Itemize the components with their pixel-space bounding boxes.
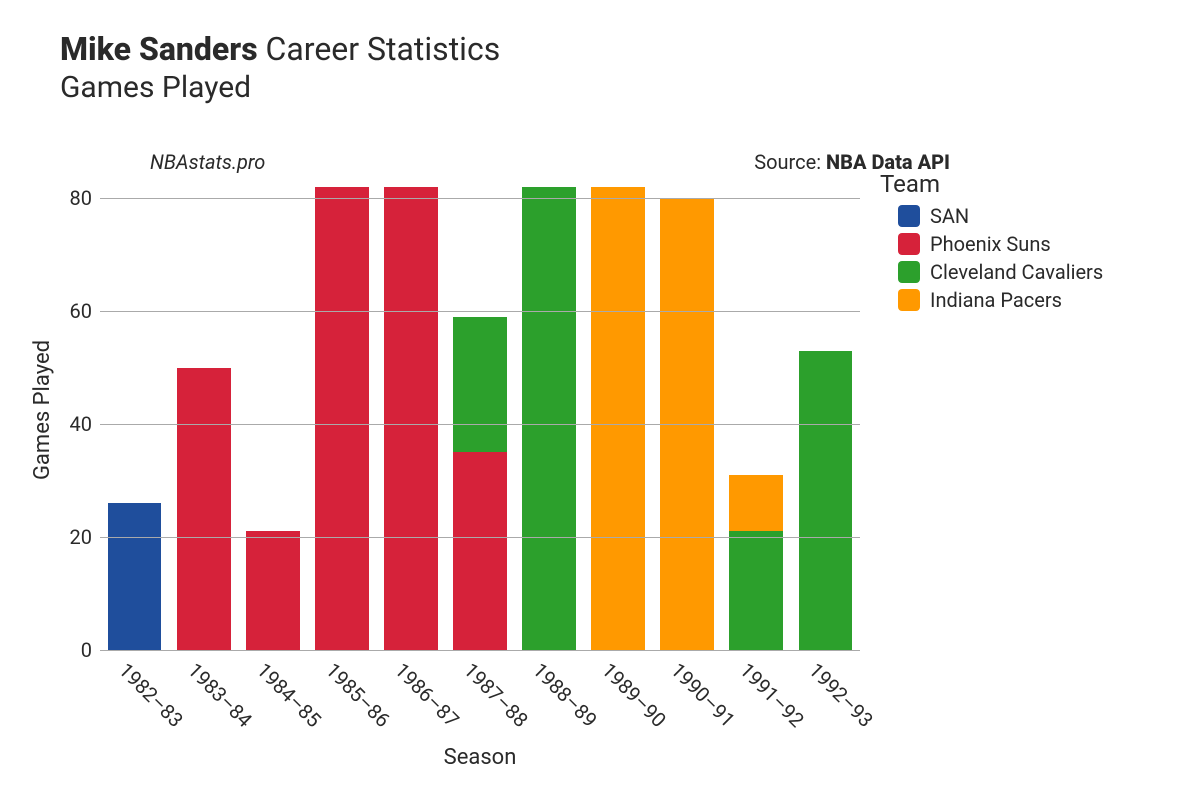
- y-tick-label: 40: [62, 412, 92, 436]
- bar-slot: 1991–92: [729, 170, 783, 650]
- chart-container: Mike Sanders Career Statistics Games Pla…: [0, 0, 1200, 800]
- legend-swatch: [898, 261, 920, 283]
- grid-line: [100, 650, 860, 651]
- legend-label: Cleveland Cavaliers: [930, 260, 1103, 284]
- legend-swatch: [898, 289, 920, 311]
- grid-line: [100, 311, 860, 312]
- bar-segment: [177, 368, 231, 650]
- legend-item: Phoenix Suns: [880, 232, 1103, 256]
- legend-label: SAN: [930, 204, 969, 228]
- bars-layer: 1982–83 1983–84 1984–85 1985–86 1986–87 1987–…: [100, 170, 860, 650]
- grid-line: [100, 424, 860, 425]
- bar-slot: 1982–83: [108, 170, 162, 650]
- x-axis-label: Season: [444, 745, 517, 770]
- x-tick-label: 1989–90: [597, 658, 671, 732]
- y-axis-label: Games Played: [30, 340, 55, 480]
- bar-segment: [384, 187, 438, 650]
- x-tick-label: 1985–86: [321, 658, 395, 732]
- bar-segment: [108, 503, 162, 650]
- bar-segment: [591, 187, 645, 650]
- bar-segment: [729, 531, 783, 650]
- x-tick-label: 1988–89: [528, 658, 602, 732]
- chart-title: Mike Sanders Career Statistics: [60, 30, 1180, 68]
- legend-item: SAN: [880, 204, 1103, 228]
- bar-segment: [246, 531, 300, 650]
- x-tick-label: 1987–88: [459, 658, 533, 732]
- bar-slot: 1988–89: [522, 170, 576, 650]
- bar-slot: 1985–86: [315, 170, 369, 650]
- bar-segment: [799, 351, 853, 650]
- bar-slot: 1983–84: [177, 170, 231, 650]
- legend-label: Phoenix Suns: [930, 232, 1051, 256]
- legend-label: Indiana Pacers: [930, 288, 1062, 312]
- bar-slot: 1987–88: [453, 170, 507, 650]
- x-tick-label: 1991–92: [735, 658, 809, 732]
- bar-segment: [453, 452, 507, 650]
- grid-line: [100, 537, 860, 538]
- legend: Team SAN Phoenix Suns Cleveland Cavaliers I…: [880, 170, 1103, 316]
- bar-slot: 1986–87: [384, 170, 438, 650]
- legend-item: Indiana Pacers: [880, 288, 1103, 312]
- legend-item: Cleveland Cavaliers: [880, 260, 1103, 284]
- title-player-name: Mike Sanders: [60, 30, 258, 68]
- legend-swatch: [898, 205, 920, 227]
- bar-segment: [453, 317, 507, 453]
- x-tick-label: 1982–83: [114, 658, 188, 732]
- bar-slot: 1992–93: [799, 170, 853, 650]
- x-tick-label: 1992–93: [804, 658, 878, 732]
- legend-title: Team: [880, 170, 1103, 198]
- legend-swatch: [898, 233, 920, 255]
- bar-slot: 1990–91: [660, 170, 714, 650]
- grid-line: [100, 198, 860, 199]
- title-suffix: Career Statistics: [258, 30, 501, 68]
- bar-segment: [522, 187, 576, 650]
- bar-segment: [315, 187, 369, 650]
- y-tick-label: 0: [62, 638, 92, 662]
- y-tick-label: 20: [62, 525, 92, 549]
- x-tick-label: 1984–85: [252, 658, 326, 732]
- y-tick-label: 80: [62, 186, 92, 210]
- y-tick-label: 60: [62, 299, 92, 323]
- bar-segment: [729, 475, 783, 531]
- x-tick-label: 1986–87: [390, 658, 464, 732]
- bar-slot: 1989–90: [591, 170, 645, 650]
- x-tick-label: 1983–84: [183, 658, 257, 732]
- x-tick-label: 1990–91: [666, 658, 740, 732]
- bar-slot: 1984–85: [246, 170, 300, 650]
- title-block: Mike Sanders Career Statistics Games Pla…: [60, 30, 1180, 105]
- plot-area: 1982–83 1983–84 1984–85 1985–86 1986–87 1987–…: [100, 170, 860, 650]
- chart-subtitle: Games Played: [60, 70, 1180, 105]
